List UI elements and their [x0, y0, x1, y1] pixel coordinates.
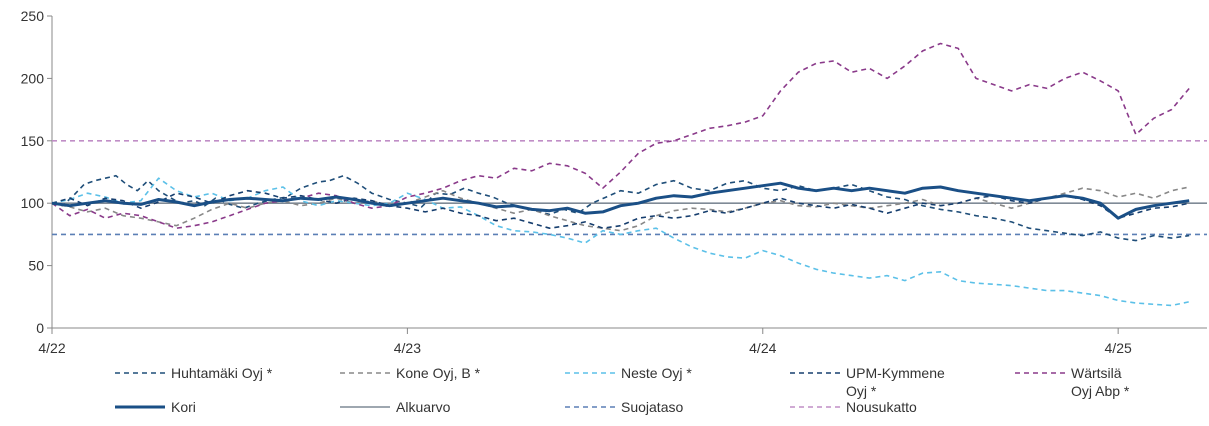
series-line-neste-oyj	[51, 177, 1190, 307]
y-tick-label: 0	[36, 320, 44, 336]
series-line-upm-kymmene-oyj	[51, 189, 1190, 229]
series-line-kori	[51, 181, 1190, 220]
series-lines	[51, 42, 1207, 307]
legend-label: Neste Oyj *	[621, 365, 692, 381]
legend: Huhtamäki Oyj * Kone Oyj, B * Neste Oyj * U…	[115, 365, 1130, 415]
x-tick-label: 4/22	[38, 340, 65, 356]
legend-label: Suojataso	[621, 399, 683, 415]
series-line-wärtsilä-oyj-abp	[51, 42, 1190, 229]
series-line-huhtamäki-oyj	[51, 174, 1190, 242]
legend-label: Kori	[171, 399, 196, 415]
legend-label: Kone Oyj, B *	[396, 365, 481, 381]
legend-label-line: UPM-Kymmene	[846, 365, 945, 381]
y-tick-label: 250	[21, 8, 45, 24]
legend-label-line: Wärtsilä	[1071, 365, 1122, 381]
legend-label: Wärtsilä Oyj Abp *	[1071, 365, 1130, 399]
legend-label: Alkuarvo	[396, 399, 451, 415]
legend-label: Huhtamäki Oyj *	[171, 365, 273, 381]
x-tick-label: 4/23	[394, 340, 421, 356]
x-tick-label: 4/24	[749, 340, 776, 356]
y-tick-label: 100	[21, 195, 45, 211]
legend-label-line: Oyj Abp *	[1071, 383, 1130, 399]
x-tick-label: 4/25	[1105, 340, 1132, 356]
legend-label: UPM-Kymmene Oyj *	[846, 365, 945, 399]
axes: 0 50 100 150 200 250 4/22 4/23 4/24 4/25	[21, 8, 1207, 356]
series-line-kone-oyj-b	[51, 186, 1190, 232]
y-tick-label: 150	[21, 133, 45, 149]
legend-label: Nousukatto	[846, 399, 917, 415]
y-tick-label: 200	[21, 70, 45, 86]
legend-label-line: Oyj *	[846, 383, 877, 399]
y-tick-label: 50	[28, 258, 44, 274]
